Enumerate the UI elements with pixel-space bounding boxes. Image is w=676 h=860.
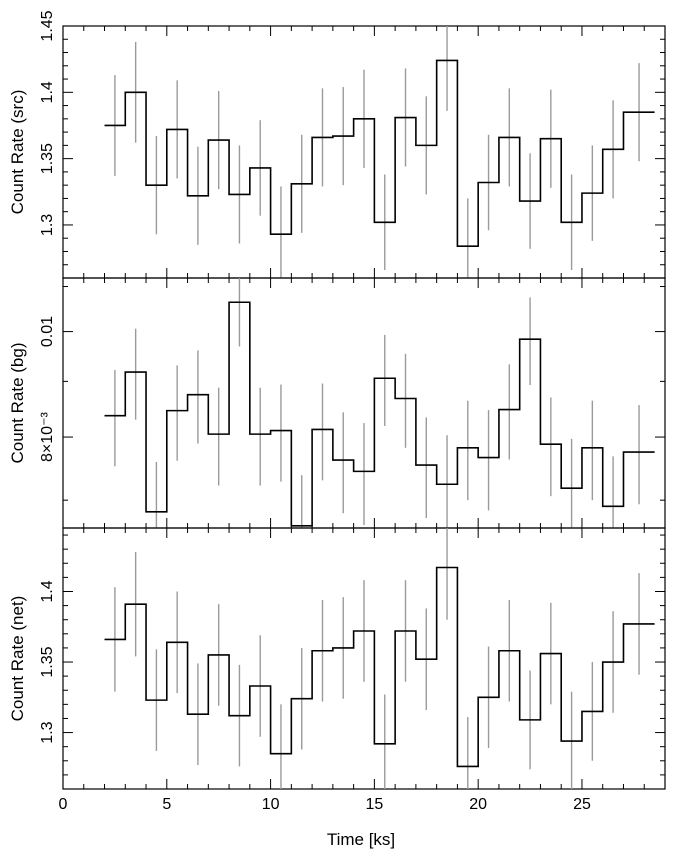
y-tick-label: 1.4 bbox=[39, 81, 56, 103]
y-tick-label: 1.35 bbox=[39, 143, 56, 174]
x-tick-label: 20 bbox=[469, 796, 487, 813]
y-tick-label: 1.45 bbox=[39, 10, 56, 41]
y-axis-label: Count Rate (src) bbox=[8, 90, 27, 215]
panel-bg: 8×10⁻³ 0.01 Count Rate (bg) bbox=[8, 277, 666, 529]
y-axis-label: Count Rate (net) bbox=[8, 596, 27, 722]
panel-src: 1.3 1.35 1.4 1.45 Count Rate (src) bbox=[8, 10, 666, 279]
y-tick-label: 0.01 bbox=[39, 316, 56, 347]
panel-net: 1.3 1.35 1.4 Count Rate (net) bbox=[8, 527, 666, 790]
y-tick-label: 1.3 bbox=[39, 721, 56, 743]
y-tick-label: 8×10⁻³ bbox=[39, 411, 56, 461]
y-tick-label: 1.3 bbox=[39, 214, 56, 236]
x-axis-label: Time [ks] bbox=[327, 830, 395, 849]
x-tick-label: 15 bbox=[365, 796, 383, 813]
x-tick-label: 25 bbox=[573, 796, 591, 813]
series-step-line bbox=[104, 59, 655, 247]
data-layer bbox=[104, 278, 655, 528]
y-axis-label: Count Rate (bg) bbox=[8, 343, 27, 464]
x-tick-label: 5 bbox=[162, 796, 171, 813]
x-axis: 0 5 10 15 20 25 bbox=[59, 796, 591, 813]
y-tick-label: 1.4 bbox=[39, 580, 56, 602]
x-tick-label: 10 bbox=[262, 796, 280, 813]
y-tick-label: 1.35 bbox=[39, 646, 56, 677]
data-layer bbox=[104, 26, 655, 278]
series-step-line bbox=[104, 301, 655, 527]
data-layer bbox=[104, 528, 655, 789]
panel-frame bbox=[62, 527, 666, 790]
series-step-line bbox=[104, 566, 655, 768]
x-tick-label: 0 bbox=[59, 796, 68, 813]
